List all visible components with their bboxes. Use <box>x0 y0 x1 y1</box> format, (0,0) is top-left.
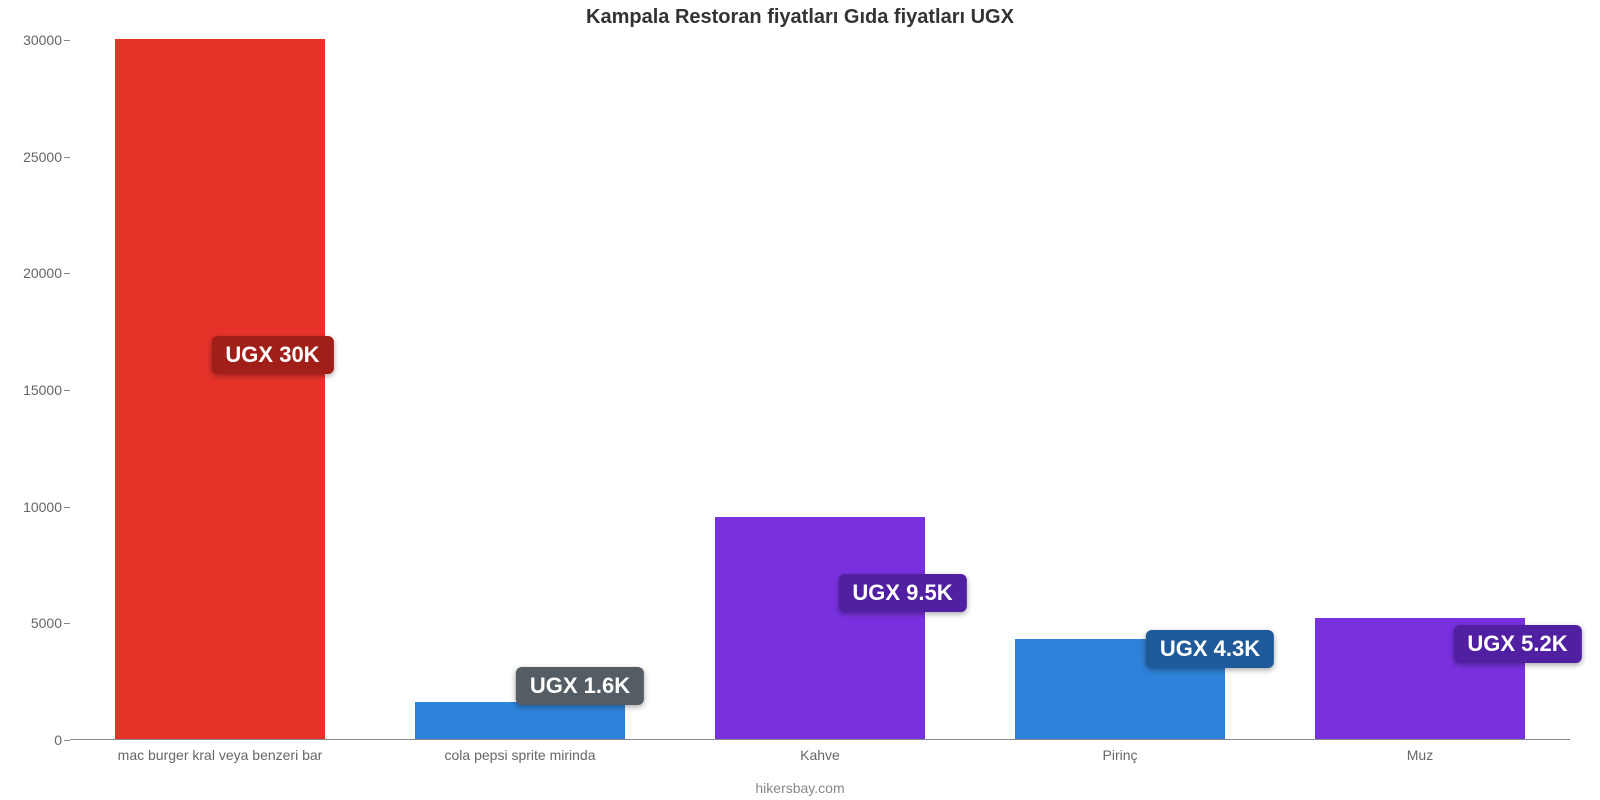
value-badge: UGX 5.2K <box>1453 625 1581 663</box>
x-tick-label: Pirinç <box>1102 739 1137 763</box>
value-badge: UGX 1.6K <box>516 667 644 705</box>
x-tick-label: mac burger kral veya benzeri bar <box>118 739 323 763</box>
x-tick-label: Kahve <box>800 739 840 763</box>
bar <box>415 702 625 739</box>
value-badge: UGX 9.5K <box>838 574 966 612</box>
value-badge: UGX 30K <box>211 336 333 374</box>
bar <box>115 39 325 739</box>
plot-area: 050001000015000200002500030000mac burger… <box>70 40 1570 740</box>
y-tick-label: 20000 <box>23 265 70 281</box>
y-tick-mark <box>64 623 70 624</box>
bar <box>715 517 925 739</box>
y-tick-mark <box>64 273 70 274</box>
attribution-text: hikersbay.com <box>0 780 1600 796</box>
x-tick-label: Muz <box>1407 739 1433 763</box>
y-tick-label: 25000 <box>23 149 70 165</box>
y-tick-mark <box>64 157 70 158</box>
chart-title: Kampala Restoran fiyatları Gıda fiyatlar… <box>0 6 1600 29</box>
y-tick-label: 10000 <box>23 499 70 515</box>
y-tick-mark <box>64 507 70 508</box>
y-tick-label: 15000 <box>23 382 70 398</box>
y-tick-mark <box>64 740 70 741</box>
y-tick-mark <box>64 390 70 391</box>
y-tick-mark <box>64 40 70 41</box>
value-badge: UGX 4.3K <box>1146 630 1274 668</box>
x-tick-label: cola pepsi sprite mirinda <box>445 739 596 763</box>
y-tick-label: 30000 <box>23 32 70 48</box>
